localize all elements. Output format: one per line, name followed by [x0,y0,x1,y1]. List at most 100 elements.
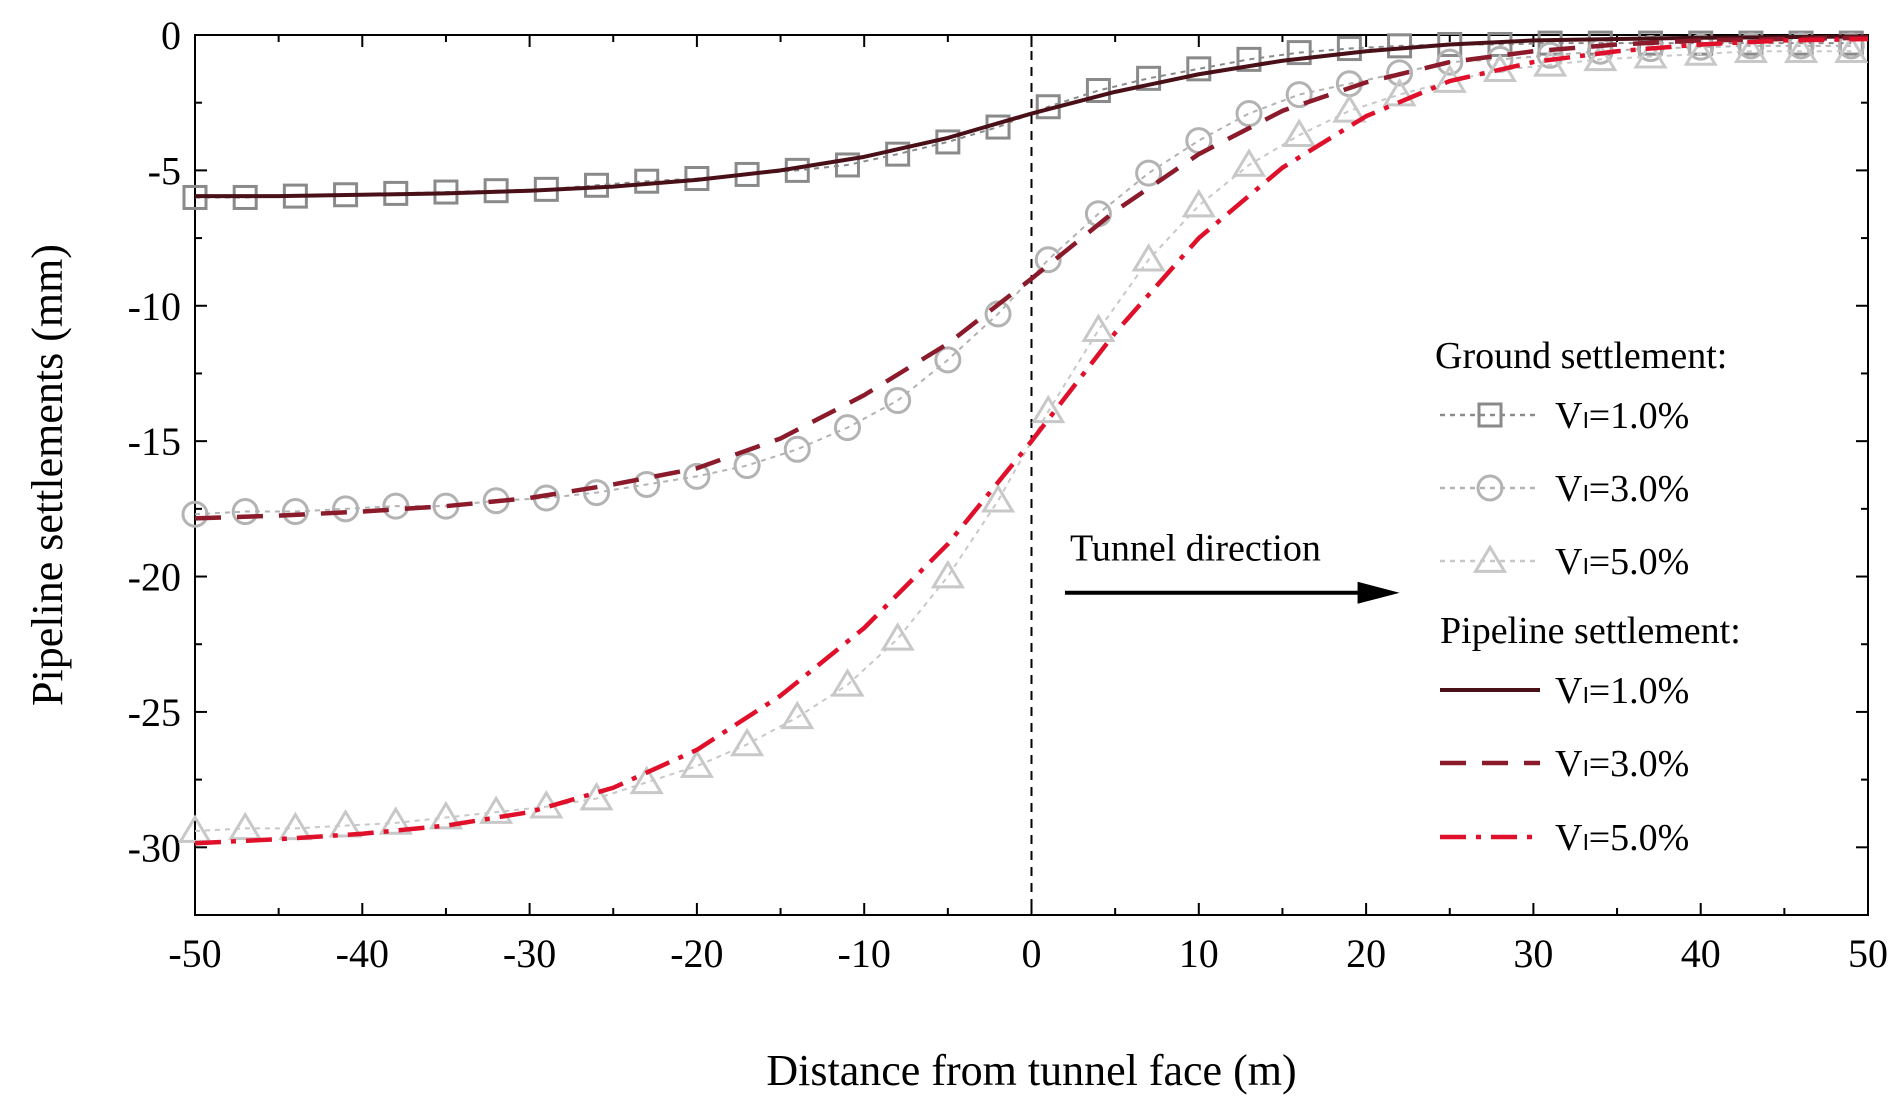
ground-marker-square [834,152,860,178]
ground-marker-circle [1687,33,1715,61]
series-pipeline-5 [194,36,1869,846]
y-tick-label: -15 [128,419,181,464]
ground-marker-circle [934,346,962,374]
ground-marker-circle [1034,246,1062,274]
ground-marker-square [1336,36,1362,62]
legend-ground-heading: Ground settlement: [1435,335,1727,377]
ground-marker-circle [783,435,811,463]
ground-marker-triangle [1081,313,1116,342]
series-ground-1 [181,32,1865,528]
ground-marker-circle [633,470,661,498]
y-tick-label: -20 [128,555,181,600]
legend-label: Vₗ=5.0% [1555,817,1689,859]
tunnel-direction-arrow-head [1357,581,1400,604]
x-tick-label: 30 [1513,931,1553,976]
ground-marker-triangle [328,808,363,838]
series-pipeline-4 [194,35,1869,521]
ground-marker-triangle [780,700,815,730]
legend-entry-ground-1: Vₗ=3.0% [1440,468,1689,510]
ground-marker-square [1387,33,1413,59]
ground-marker-square [634,168,660,194]
ground-marker-circle [733,452,761,480]
ground-marker-triangle [228,811,263,841]
ground-marker-square [1136,65,1162,91]
ground-marker-triangle [930,559,965,589]
ground-marker-triangle [830,668,865,697]
ground-marker-circle [683,462,711,490]
x-tick-label: -10 [838,931,891,976]
ground-marker-circle [1787,32,1815,60]
ground-marker-circle [1285,81,1313,109]
ground-marker-triangle [679,749,714,778]
y-tick-label: -5 [148,148,181,193]
ground-marker-triangle [378,806,413,835]
legend-label: Vₗ=3.0% [1555,743,1689,785]
ground-marker-circle [1536,41,1564,69]
x-tick-label: 40 [1681,931,1721,976]
y-tick-label: 0 [161,13,181,58]
x-tick-label: 0 [1022,931,1042,976]
x-tick-label: -40 [336,931,389,976]
ground-marker-square [1186,56,1212,82]
ground-marker-square [1537,30,1563,56]
x-tick-label: -50 [168,931,221,976]
x-tick-label: -30 [503,931,556,976]
ground-marker-triangle [177,814,213,843]
ground-marker-triangle [1382,77,1417,107]
y-tick-label: -10 [128,284,181,329]
axis-tick-labels: -50 -40 -30 -20 -10 0 10 20 30 40 50 0 -5 -10 -15 -20 -2… [128,13,1888,976]
ground-marker-circle [1135,159,1163,187]
ground-marker-circle [583,479,611,507]
series-layer [177,30,1869,846]
ground-marker-square [885,141,911,167]
ground-marker-triangle [1131,243,1166,272]
series-ground-2 [177,34,1869,843]
ground-marker-triangle [1834,34,1869,64]
ground-marker-circle [181,500,209,528]
ground-line-triangle [194,50,1852,833]
ground-marker-triangle [629,765,664,795]
legend-swatch-marker [1472,544,1508,573]
ground-marker-triangle [1733,34,1768,64]
tunnel-direction-label: Tunnel direction [1070,527,1321,569]
legend-entry-ground-0: Vₗ=1.0% [1440,395,1689,437]
ground-marker-circle [1837,32,1865,60]
legend-entry-ground-2: Vₗ=5.0% [1440,541,1689,583]
ground-marker-triangle [1583,42,1618,72]
x-axis-title: Distance from tunnel face (m) [766,1046,1296,1095]
ground-marker-circle [332,495,360,523]
legend-label: Vₗ=1.0% [1555,395,1689,437]
ground-marker-circle [1436,48,1464,76]
legend-label: Vₗ=1.0% [1555,670,1689,712]
ground-marker-triangle [1633,39,1668,69]
legend-entry-pipeline-5: Vₗ=5.0% [1440,817,1689,859]
pipeline-line-none [195,34,1869,199]
ground-marker-circle [1386,59,1414,87]
ground-marker-circle [1737,32,1765,60]
legend-pipeline-heading: Pipeline settlement: [1440,610,1741,652]
pipeline-line-none [194,35,1869,521]
legend-swatch-marker [1476,474,1504,502]
ground-marker-triangle [1282,118,1317,147]
x-tick-label: 10 [1179,931,1219,976]
ground-marker-square [1085,78,1111,104]
ground-marker-triangle [1031,394,1066,424]
ground-marker-circle [833,414,861,442]
ground-marker-circle [231,498,259,526]
y-axis-title: Pipeline settlements (mm) [23,244,72,706]
legend-swatch-marker [1477,402,1503,428]
ground-marker-circle [1235,100,1263,128]
pipeline-line-none [194,36,1869,846]
legend-entry-pipeline-4: Vₗ=3.0% [1440,743,1689,785]
ground-marker-triangle [428,800,464,830]
ground-marker-circle [281,498,309,526]
y-tick-label: -25 [128,690,181,735]
x-tick-label: 50 [1848,931,1888,976]
ground-marker-circle [884,387,912,415]
ground-marker-triangle [1332,94,1367,123]
y-tick-label: -30 [128,825,181,870]
ground-marker-triangle [1533,48,1568,77]
ground-marker-triangle [1683,37,1718,66]
ground-marker-triangle [880,622,915,651]
ground-marker-triangle [730,727,765,757]
